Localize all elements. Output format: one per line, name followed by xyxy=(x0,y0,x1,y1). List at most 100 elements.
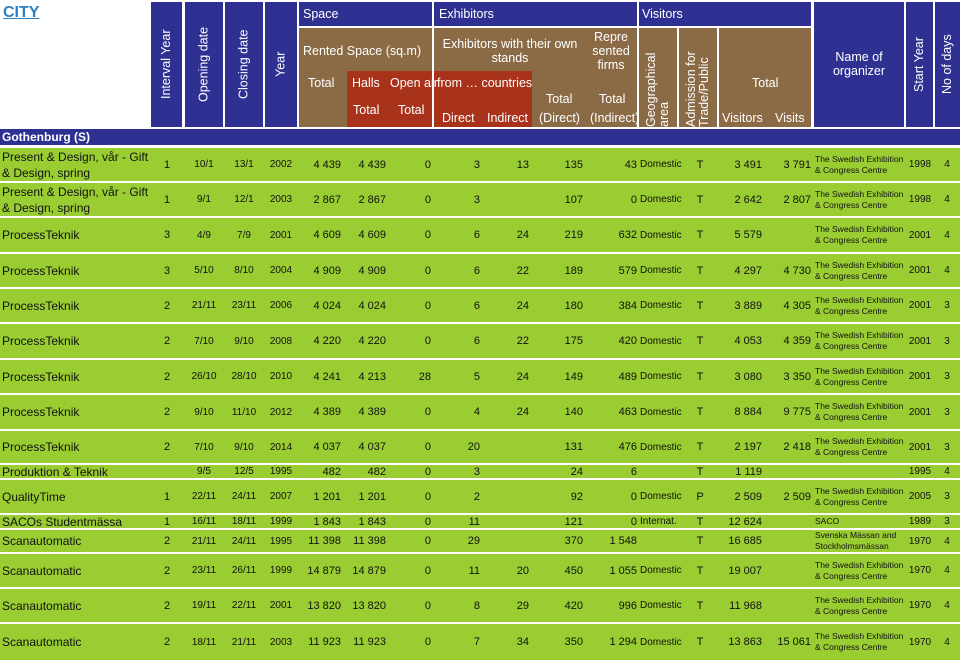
cell-direct: 6 xyxy=(473,229,480,241)
city-link[interactable]: CITY xyxy=(3,4,40,21)
cell-space: 4 609 xyxy=(313,229,341,241)
cell-geo: Domestic xyxy=(640,229,682,241)
cell-close: 8/10 xyxy=(234,265,254,276)
closing-date-label: Closing date xyxy=(236,29,251,100)
cell-interval: 2 xyxy=(163,441,171,453)
cell-close: 28/10 xyxy=(231,371,257,382)
direct-label: Direct xyxy=(442,111,475,125)
cell-direct: 29 xyxy=(467,535,480,547)
cell-rep: 0 xyxy=(630,193,637,206)
cell-indirect: 22 xyxy=(516,335,529,347)
cell-start: 2001 xyxy=(908,265,932,276)
cell-open: 9/1 xyxy=(197,194,211,205)
cell-visitors: 3 889 xyxy=(734,299,762,312)
cell-indirect: 24 xyxy=(516,229,529,241)
cell-exh: 135 xyxy=(564,158,583,171)
cell-halls: 4 213 xyxy=(358,370,386,383)
cell-indirect: 24 xyxy=(516,370,529,383)
cell-start: 2001 xyxy=(908,371,932,382)
opening-date-label: Opening date xyxy=(196,26,211,103)
table-row: ProcessTeknik 3 5/10 8/10 2004 4 909 4 909 0 6 22… xyxy=(0,254,960,287)
cell-interval: 2 xyxy=(163,406,171,418)
cell-visitors: 4 053 xyxy=(734,335,762,347)
cell-direct: 8 xyxy=(473,599,480,612)
space-total-label: Total xyxy=(308,76,335,90)
cell-org: The Swedish Exhibition & Congress Centre xyxy=(815,594,904,616)
cell-direct: 6 xyxy=(473,335,480,347)
cell-days: 4 xyxy=(944,194,950,205)
cell-direct: 3 xyxy=(473,193,480,206)
cell-org: The Swedish Exhibition & Congress Centre xyxy=(815,485,904,507)
own-stands-label: Exhibitors with their own stands xyxy=(442,37,578,65)
cell-org: The Swedish Exhibition & Congress Centre xyxy=(815,436,904,457)
cell-rep: 0 xyxy=(630,515,637,528)
cell-halls: 14 879 xyxy=(352,564,386,577)
cell-geo: Domestic xyxy=(640,406,682,418)
cell-rep: 0 xyxy=(630,490,637,503)
cell-adm: T xyxy=(696,158,704,171)
cell-geo: Domestic xyxy=(640,600,682,611)
cell-space: 11 398 xyxy=(308,535,341,547)
visits-col-label: Visits xyxy=(775,111,805,125)
cell-rep: 384 xyxy=(618,299,637,312)
cell-name: Produktion & Teknik xyxy=(2,464,108,479)
cell-adm: T xyxy=(696,465,704,478)
cell-geo: Domestic xyxy=(640,159,682,170)
interval-year-label: Interval Year xyxy=(159,29,173,100)
cell-openair: 0 xyxy=(424,264,431,277)
cell-halls: 4 024 xyxy=(358,299,386,312)
cell-halls: 11 923 xyxy=(353,636,386,648)
visitors-total-header xyxy=(719,28,811,127)
table-row: ProcessTeknik 2 21/11 23/11 2006 4 024 4 024 0 6… xyxy=(0,289,960,322)
cell-year: 2006 xyxy=(269,300,293,311)
cell-rep: 463 xyxy=(618,406,637,418)
cell-space: 11 923 xyxy=(308,636,341,648)
cell-space: 4 037 xyxy=(313,441,341,453)
cell-interval: 3 xyxy=(163,264,171,277)
cell-visitors: 12 624 xyxy=(728,515,762,528)
cell-indirect xyxy=(482,183,529,216)
cell-interval: 3 xyxy=(163,229,171,241)
cell-open: 7/10 xyxy=(194,441,214,453)
cell-visits xyxy=(764,530,811,552)
admission-label: Admission for Trade/Public xyxy=(684,51,711,127)
cell-direct: 6 xyxy=(473,264,480,277)
cell-exh: 92 xyxy=(570,490,583,503)
table-row: ProcessTeknik 2 26/10 28/10 2010 4 241 4 213 28… xyxy=(0,360,960,393)
cell-year: 2001 xyxy=(269,229,293,241)
cell-exh: 180 xyxy=(564,299,583,312)
no-of-days-label: No of days xyxy=(940,34,954,95)
cell-open: 5/10 xyxy=(194,265,214,276)
cell-open: 21/11 xyxy=(191,535,217,547)
cell-name: SACOs Studentmässa xyxy=(2,514,123,529)
cell-year: 1995 xyxy=(269,535,293,547)
cell-openair: 0 xyxy=(424,406,431,418)
opening-date-header: Opening date xyxy=(185,2,223,127)
cell-exh: 24 xyxy=(570,465,583,478)
cell-halls: 4 037 xyxy=(358,441,386,453)
table-row: Produktion & Teknik 9/5 12/5 1995 482 482 0 3 24… xyxy=(0,464,960,479)
cell-visits: 9 775 xyxy=(783,406,811,418)
cell-geo: Domestic xyxy=(640,565,682,576)
cell-visits: 4 305 xyxy=(783,299,811,312)
cell-interval: 2 xyxy=(163,636,171,648)
cell-interval: 2 xyxy=(163,299,171,312)
cell-adm: T xyxy=(696,515,704,528)
cell-year: 1999 xyxy=(269,565,293,576)
cell-space: 4 389 xyxy=(313,406,341,418)
cell-visits xyxy=(764,465,811,478)
cell-visitors: 2 509 xyxy=(734,490,762,503)
cell-exh: 140 xyxy=(564,406,583,418)
cell-rep: 1 055 xyxy=(609,564,637,577)
cell-direct: 2 xyxy=(473,490,480,503)
rep-indirect-label: (Indirect) xyxy=(590,111,640,125)
cell-geo: Domestic xyxy=(640,491,682,502)
cell-interval: 2 xyxy=(163,564,171,577)
cell-halls: 482 xyxy=(367,465,386,478)
cell-rep: 1 294 xyxy=(609,636,637,648)
cell-days: 4 xyxy=(944,229,950,241)
cell-visits: 2 509 xyxy=(783,490,811,503)
no-of-days-header: No of days xyxy=(935,2,960,127)
cell-year: 2014 xyxy=(269,441,293,453)
table-row: Present & Design, vår - Gift & Design, s… xyxy=(0,183,960,216)
